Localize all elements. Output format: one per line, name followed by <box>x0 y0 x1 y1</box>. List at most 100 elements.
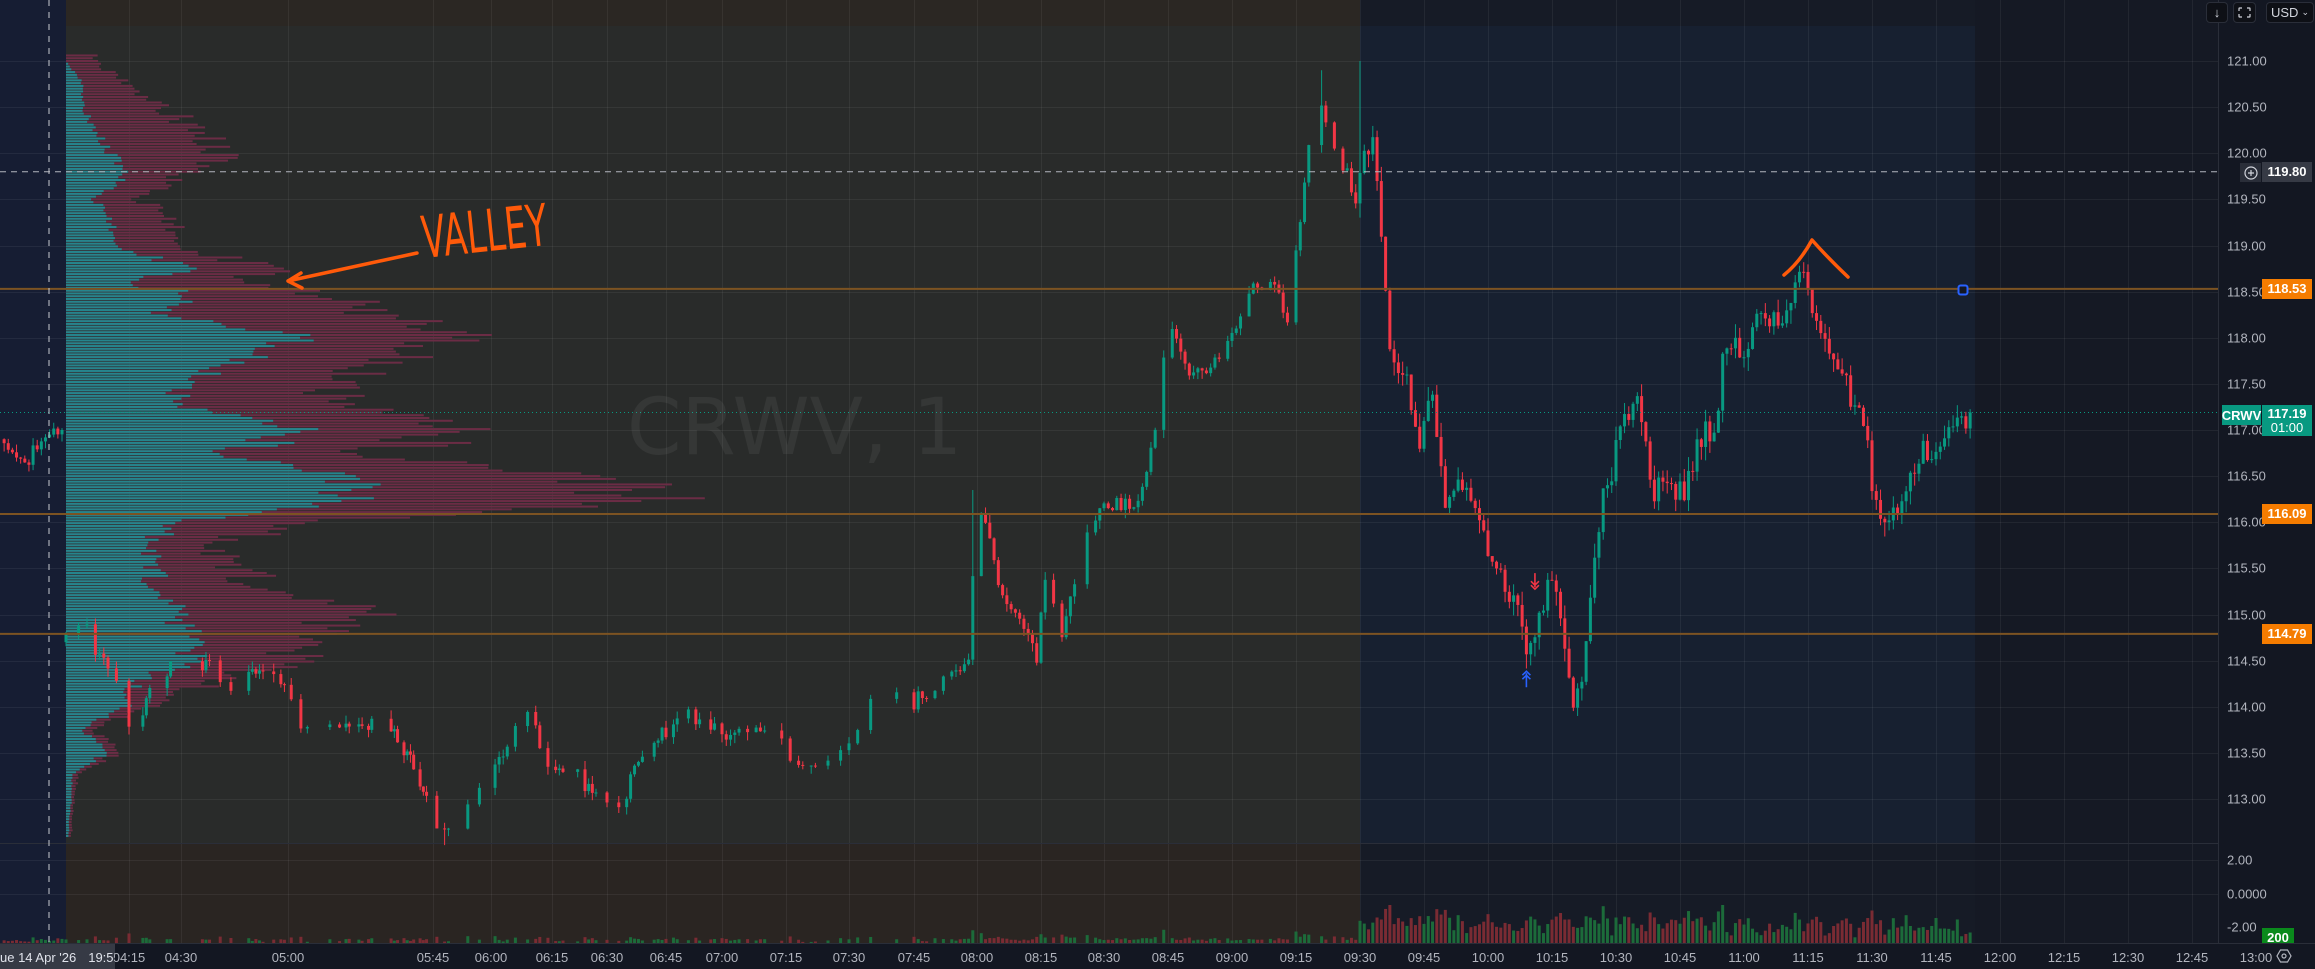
volume-profile-up-bar <box>66 530 165 533</box>
currency-select[interactable]: USD ⌄ <box>2266 2 2314 23</box>
candle <box>56 426 60 439</box>
volume-bar <box>587 939 591 943</box>
volume-bar <box>1392 924 1396 943</box>
volume-profile-row <box>66 173 179 176</box>
candle-body <box>169 661 173 677</box>
volume-profile-up-bar <box>66 167 123 170</box>
candle <box>39 437 43 456</box>
candle-body <box>724 734 728 740</box>
volume-profile-up-bar <box>66 455 224 458</box>
candle <box>1879 489 1883 526</box>
volume-profile-row <box>66 452 357 455</box>
add-alert-button[interactable] <box>2240 163 2261 182</box>
volume-profile-up-bar <box>66 145 111 148</box>
volume-bar <box>698 940 702 943</box>
scroll-to-latest-button[interactable]: ↓ <box>2206 2 2228 23</box>
volume-profile-row <box>66 145 231 148</box>
volume-profile-down-bar <box>66 624 361 627</box>
candle-body <box>497 757 501 765</box>
candle-body <box>895 692 899 699</box>
volume-profile-up-bar <box>66 389 172 392</box>
volume-bar <box>1832 925 1836 943</box>
candle-body <box>1674 484 1678 500</box>
price-axis[interactable]: 121.00 120.50 120.00 119.50 119.00 118.50 118.… <box>2218 0 2315 943</box>
chart-settings-button[interactable] <box>2276 948 2292 969</box>
volume-profile-up-bar <box>66 660 203 663</box>
volume-profile-up-bar <box>66 821 69 824</box>
volume-bar <box>1861 921 1865 943</box>
volume-profile-up-bar <box>66 502 313 505</box>
volume-profile-up-bar <box>66 516 226 519</box>
candle-body <box>988 522 992 539</box>
time-tick-label: 06:45 <box>649 950 683 965</box>
candle-body <box>1371 137 1375 155</box>
volume-profile-down-bar <box>66 223 174 226</box>
volume-bar <box>1588 917 1592 943</box>
candle <box>1691 461 1695 481</box>
volume-profile-down-bar <box>66 217 177 220</box>
volume-bar <box>1499 927 1503 943</box>
volume-profile-down-bar <box>66 162 197 165</box>
candle-body <box>1520 604 1524 627</box>
fullscreen-button[interactable] <box>2233 2 2256 23</box>
volume-bar <box>1721 905 1725 943</box>
volume-profile-down-bar <box>66 403 355 406</box>
candle <box>2 438 6 452</box>
candle-body <box>1512 595 1516 602</box>
volume-bar <box>1610 935 1614 943</box>
candle <box>1094 515 1098 536</box>
candle-body <box>1772 312 1776 327</box>
candle <box>344 715 348 732</box>
drawing-handle[interactable] <box>1957 284 1969 296</box>
volume-profile-row <box>66 511 483 514</box>
volume-profile-row <box>66 458 405 461</box>
volume-bar <box>1162 929 1166 943</box>
volume-profile-up-bar <box>66 688 125 691</box>
volume-profile-up-bar <box>66 372 221 375</box>
candle-body <box>1904 491 1908 502</box>
volume-bar <box>357 939 361 943</box>
candle-body <box>299 699 303 729</box>
volume-bar <box>895 939 899 943</box>
volume-bar <box>272 939 276 943</box>
volume-bar <box>367 939 371 943</box>
volume-bar <box>1115 938 1119 943</box>
candle <box>1153 427 1157 450</box>
volume-profile-up-bar <box>66 798 72 801</box>
volume-bar <box>1018 940 1022 943</box>
volume-profile-down-bar <box>66 303 366 306</box>
volume-bar <box>15 940 19 943</box>
chart-canvas[interactable]: VALLEY <box>0 0 2218 943</box>
candle <box>204 651 208 674</box>
candle-body <box>1695 439 1699 472</box>
candle-body <box>405 751 409 756</box>
volume-profile-row <box>66 718 111 721</box>
candles <box>2 61 1972 846</box>
volume-profile-down-bar <box>66 195 140 198</box>
candle-body <box>1349 168 1353 193</box>
volume-bar <box>1853 937 1857 943</box>
candle-body <box>1793 282 1797 303</box>
volume-bar <box>636 938 640 943</box>
price-tick-label: 119.50 <box>2227 191 2266 207</box>
volume-profile-up-bar <box>66 494 338 497</box>
volume-profile-up-bar <box>66 533 174 536</box>
volume-profile-row <box>66 619 356 622</box>
volume-profile-down-bar <box>66 602 328 605</box>
candle-body <box>1379 181 1383 237</box>
volume-profile-row <box>66 461 468 464</box>
candle-body <box>554 766 558 771</box>
volume-profile-up-bar <box>66 331 283 334</box>
volume-bar <box>1938 928 1942 943</box>
volume-bar <box>801 941 805 943</box>
volume-profile-up-bar <box>66 624 195 627</box>
volume-profile-row <box>66 715 129 718</box>
volume-profile-row <box>66 746 115 749</box>
volume-bar <box>746 939 750 943</box>
volume-profile-up-bar <box>66 79 82 82</box>
volume-profile-row <box>66 159 228 162</box>
candle <box>1708 415 1712 453</box>
candle <box>1559 588 1563 627</box>
time-axis[interactable]: 04:15 04:30 05:00 05:45 06:00 06:15 06:30 06:45… <box>0 943 2315 969</box>
volume-profile-up-bar <box>66 779 72 782</box>
